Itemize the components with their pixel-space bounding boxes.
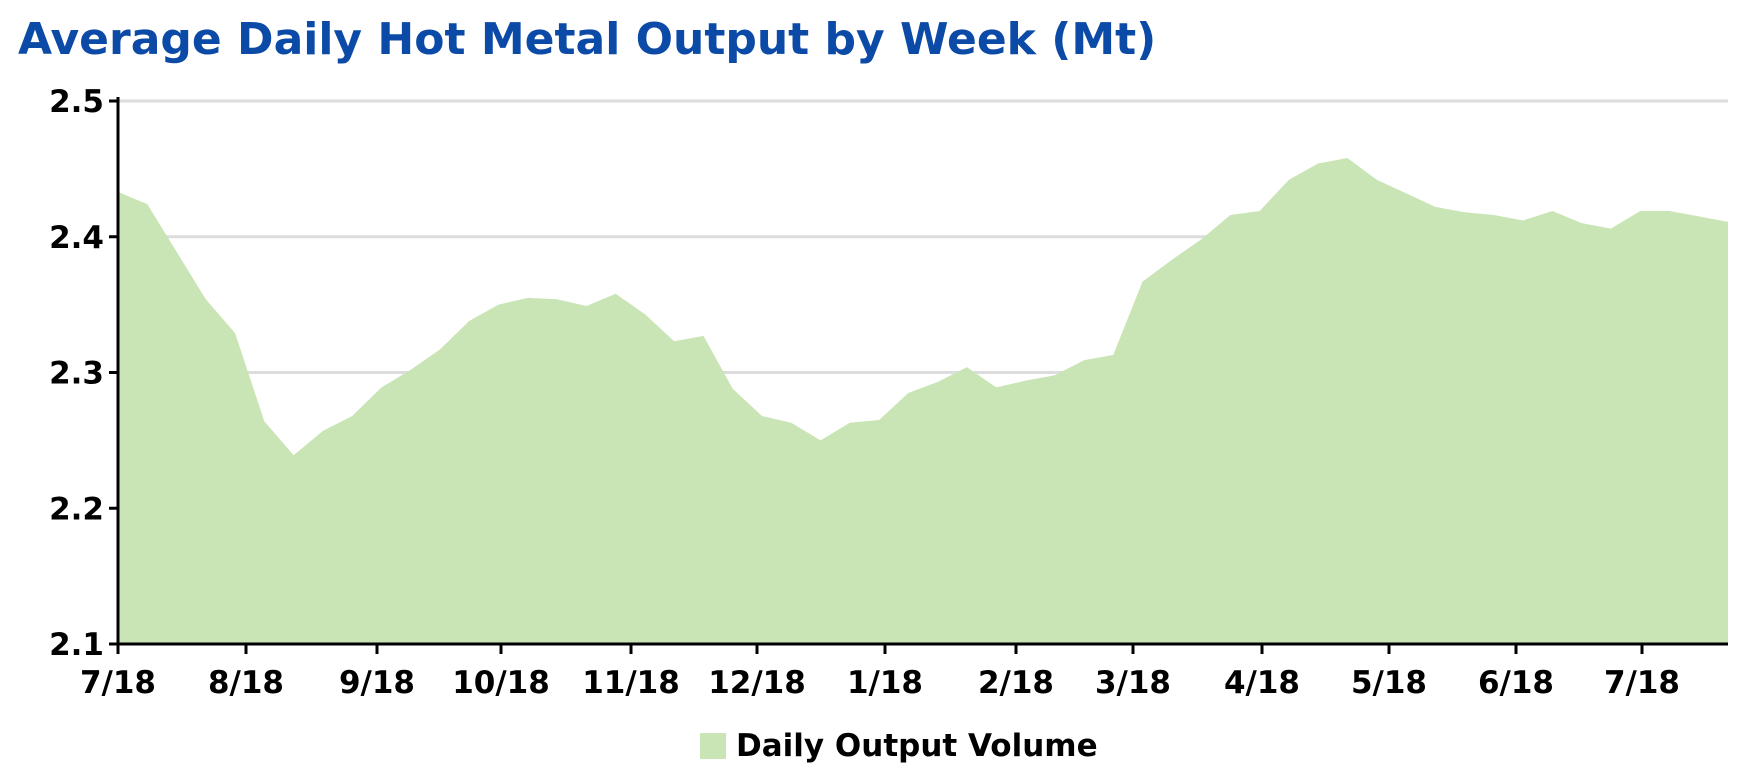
x-tick-label: 10/18 — [452, 665, 550, 701]
chart-title: Average Daily Hot Metal Output by Week (… — [18, 14, 1157, 65]
x-tick-label: 11/18 — [582, 665, 680, 701]
x-tick-label: 8/18 — [208, 665, 284, 701]
x-tick-label: 7/18 — [80, 665, 156, 701]
x-tick-label: 7/18 — [1604, 665, 1680, 701]
x-tick-label: 12/18 — [708, 665, 806, 701]
x-tick-label: 3/18 — [1095, 665, 1171, 701]
axes — [109, 97, 1728, 654]
legend: Daily Output Volume — [700, 724, 1098, 768]
x-tick-label: 1/18 — [847, 665, 923, 701]
x-tick-label: 2/18 — [978, 665, 1054, 701]
y-tick-label: 2.4 — [49, 220, 104, 256]
y-tick-labels: 2.1 2.2 2.3 2.4 2.5 — [49, 84, 104, 663]
y-tick-label: 2.3 — [49, 356, 104, 392]
x-tick-label: 4/18 — [1224, 665, 1300, 701]
x-tick-label: 9/18 — [339, 665, 415, 701]
legend-label: Daily Output Volume — [736, 728, 1098, 764]
y-tick-label: 2.2 — [49, 491, 104, 527]
x-tick-label: 5/18 — [1351, 665, 1427, 701]
series-area-daily-output-volume — [118, 158, 1728, 644]
series-group — [118, 158, 1728, 644]
legend-swatch — [700, 733, 726, 759]
x-tick-label: 6/18 — [1478, 665, 1554, 701]
y-tick-label: 2.1 — [49, 627, 104, 663]
y-tick-label: 2.5 — [49, 84, 104, 120]
x-tick-labels: 7/18 8/18 9/18 10/18 11/18 12/18 1/18 2/18 3/18 4… — [80, 665, 1680, 701]
